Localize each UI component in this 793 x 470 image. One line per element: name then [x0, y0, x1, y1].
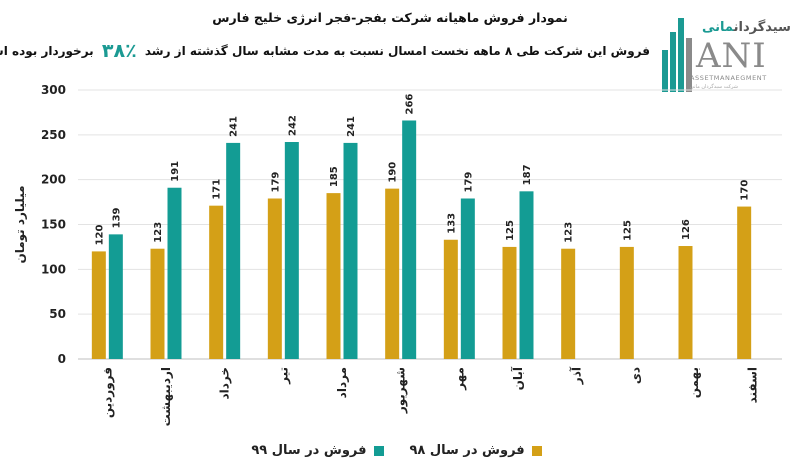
company-logo: سیدگردانمانی ANI ASSETMANAEGMENT شرکت سب…: [660, 8, 791, 100]
data-label: 185: [329, 166, 340, 187]
data-label: 187: [522, 164, 533, 185]
x-tick-label: مرداد: [335, 367, 349, 398]
data-label: 190: [388, 162, 399, 183]
data-label: 123: [564, 222, 575, 243]
bar-series99: [108, 234, 123, 359]
bar-series98: [443, 239, 458, 359]
x-tick-label: شهریور: [394, 367, 409, 414]
x-tick-label: اسفند: [746, 367, 760, 403]
y-tick-label: 50: [49, 307, 66, 321]
data-label: 139: [111, 207, 122, 228]
chart-legend: فروش در سال ۹۸ فروش در سال ۹۹: [0, 443, 793, 458]
x-tick-label: خرداد: [218, 367, 232, 400]
data-label: 266: [405, 94, 416, 115]
x-tick-label: دی: [628, 367, 642, 384]
logo-brand-tagline: شرکت سبدگردان مانی: [690, 84, 738, 90]
building-bars-icon: [662, 18, 692, 92]
data-label: 133: [446, 213, 457, 234]
x-tick-label: فروردین: [100, 367, 115, 418]
data-label: 171: [212, 179, 223, 200]
data-label: 126: [681, 219, 692, 240]
data-label: 242: [287, 115, 298, 136]
x-tick-label: بهمن: [687, 367, 701, 398]
x-tick-label: اردیبهشت: [159, 367, 173, 426]
y-tick-label: 250: [41, 128, 66, 142]
data-label: 170: [740, 180, 751, 201]
x-tick-label: آبان: [510, 366, 525, 390]
legend-swatch: [531, 445, 542, 456]
bar-series99: [343, 142, 358, 359]
bar-series99: [402, 120, 417, 359]
logo-brand-top: سیدگردانمانی: [702, 20, 791, 35]
data-label: 125: [505, 220, 516, 241]
legend-label: فروش در سال ۹۹: [251, 443, 367, 458]
data-label: 241: [229, 116, 240, 137]
bar-series99: [284, 142, 299, 359]
bar-series98: [737, 206, 752, 359]
bar-series98: [502, 246, 517, 359]
data-label: 123: [153, 222, 164, 243]
bar-series99: [460, 198, 475, 359]
y-tick-label: 150: [41, 218, 66, 232]
bar-series98: [326, 193, 341, 359]
data-label: 120: [94, 224, 105, 245]
legend-item: فروش در سال ۹۹: [251, 443, 384, 458]
bar-series99: [167, 187, 182, 359]
bar-series99: [519, 191, 534, 359]
bar-series98: [267, 198, 282, 359]
y-tick-label: 300: [41, 83, 66, 97]
bar-series98: [619, 246, 634, 359]
bar-series98: [561, 248, 576, 359]
logo-brand-sub: ASSETMANAEGMENT: [690, 74, 767, 82]
y-tick-label: 200: [41, 173, 66, 187]
legend-item: فروش در سال ۹۸: [410, 443, 542, 458]
data-label: 179: [463, 172, 474, 193]
legend-swatch: [373, 445, 384, 456]
bar-series98: [150, 248, 165, 359]
bar-series98: [678, 246, 693, 359]
subtitle-text-after: برخوردار بوده است.: [0, 44, 94, 58]
legend-label: فروش در سال ۹۸: [409, 443, 525, 458]
bar-series98: [209, 205, 224, 359]
data-label: 241: [346, 116, 357, 137]
y-tick-label: 100: [41, 262, 66, 276]
x-tick-label: تیر: [276, 367, 290, 385]
y-tick-label: 0: [58, 352, 66, 366]
data-label: 125: [622, 220, 633, 241]
data-label: 191: [170, 161, 181, 182]
bar-series99: [226, 142, 241, 359]
subtitle-text-before: فروش این شرکت طی ۸ ماهه نخست امسال نسبت …: [144, 44, 650, 58]
bar-series98: [91, 251, 106, 359]
x-tick-label: مهر: [452, 367, 466, 391]
growth-highlight: ۳۸٪: [101, 40, 137, 62]
y-axis-label: میلیارد تومان: [13, 185, 28, 263]
x-tick-label: آذر: [569, 366, 584, 385]
chart-subtitle: فروش این شرکت طی ۸ ماهه نخست امسال نسبت …: [0, 40, 650, 62]
bar-series98: [385, 188, 400, 359]
logo-brand-main: ANI: [696, 36, 767, 76]
data-label: 179: [270, 172, 281, 193]
chart-title: نمودار فروش ماهیانه شرکت بفجر-فجر انرژی …: [212, 10, 568, 25]
